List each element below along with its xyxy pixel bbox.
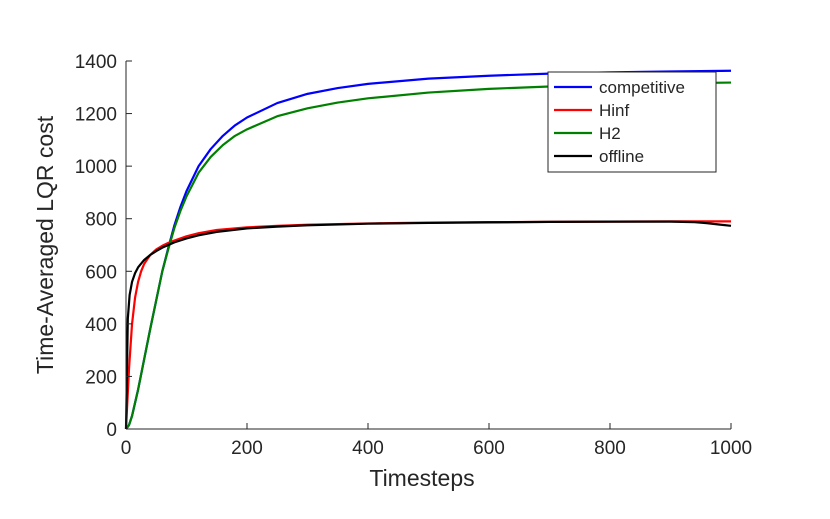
legend-label-h2: H2 (599, 124, 621, 143)
axes (125, 61, 731, 430)
series-line-offline (124, 220, 732, 430)
y-tick-label: 0 (106, 420, 117, 441)
y-tick-label: 600 (85, 262, 117, 283)
x-axis-label: Timesteps (369, 465, 474, 491)
y-tick-label: 1400 (75, 52, 117, 73)
ticks: 0 200 400 600 800 1000 0 200 400 600 800 1000 1200 14… (75, 52, 752, 459)
y-tick-label: 200 (85, 367, 117, 388)
x-tick-label: 400 (352, 438, 384, 459)
series-lines (124, 69, 732, 430)
x-tick-label: 1000 (710, 438, 752, 459)
legend: competitive Hinf H2 offline (547, 71, 717, 173)
y-tick-label: 1000 (75, 157, 117, 178)
x-tick-label: 200 (231, 438, 263, 459)
y-tick-label: 400 (85, 315, 117, 336)
x-tick-label: 600 (473, 438, 505, 459)
legend-label-hinf: Hinf (599, 101, 630, 120)
series-line-h2 (125, 81, 732, 430)
legend-label-competitive: competitive (599, 78, 685, 97)
y-axis-label: Time-Averaged LQR cost (32, 115, 58, 374)
legend-label-offline: offline (599, 147, 644, 166)
x-tick-label: 0 (121, 438, 132, 459)
x-tick-label: 800 (594, 438, 626, 459)
y-tick-label: 1200 (75, 105, 117, 126)
y-tick-label: 800 (85, 210, 117, 231)
